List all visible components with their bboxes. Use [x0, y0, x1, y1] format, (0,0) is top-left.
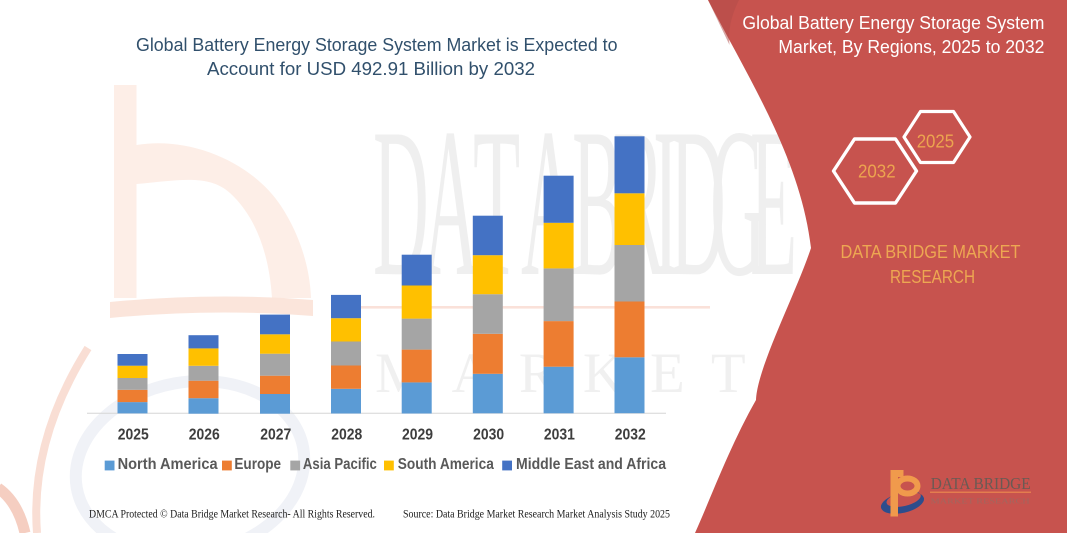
svg-text:A: A	[423, 84, 479, 321]
svg-text:2031: 2031	[544, 427, 575, 444]
svg-text:2026: 2026	[189, 427, 220, 444]
svg-text:Global Battery Energy Storage: Global Battery Energy Storage System	[742, 12, 1044, 33]
svg-text:MARKET RESEARCH: MARKET RESEARCH	[931, 497, 1031, 506]
svg-text:2025: 2025	[118, 427, 149, 444]
svg-text:2025: 2025	[917, 131, 955, 152]
svg-text:South America: South America	[398, 456, 494, 473]
svg-text:Asia Pacific: Asia Pacific	[303, 456, 377, 473]
svg-text:Middle East and Africa: Middle East and Africa	[516, 456, 666, 473]
svg-text:Market, By Regions, 2025 to 20: Market, By Regions, 2025 to 2032	[778, 36, 1044, 57]
svg-text:RESEARCH: RESEARCH	[890, 266, 975, 287]
svg-text:D: D	[670, 84, 726, 321]
svg-text:DATA BRIDGE: DATA BRIDGE	[931, 474, 1031, 493]
svg-text:Global Battery Energy Storage: Global Battery Energy Storage System Mar…	[136, 34, 618, 55]
svg-text:DATA BRIDGE MARKET: DATA BRIDGE MARKET	[841, 241, 1021, 262]
svg-text:2028: 2028	[331, 427, 362, 444]
svg-text:I: I	[653, 84, 679, 321]
svg-text:2032: 2032	[615, 427, 646, 444]
svg-text:G: G	[710, 84, 766, 321]
svg-text:North America: North America	[118, 456, 218, 473]
svg-text:2029: 2029	[402, 427, 433, 444]
svg-text:Source: Data Bridge Market Res: Source: Data Bridge Market Research Mark…	[403, 508, 670, 521]
svg-text:2030: 2030	[473, 427, 504, 444]
svg-text:2027: 2027	[260, 427, 291, 444]
svg-text:DMCA Protected © Data Bridge M: DMCA Protected © Data Bridge Market Rese…	[89, 508, 375, 521]
svg-text:Account for USD 492.91 Billion: Account for USD 492.91 Billion by 2032	[207, 58, 535, 79]
svg-text:2032: 2032	[858, 161, 896, 182]
svg-text:Europe: Europe	[234, 456, 281, 473]
